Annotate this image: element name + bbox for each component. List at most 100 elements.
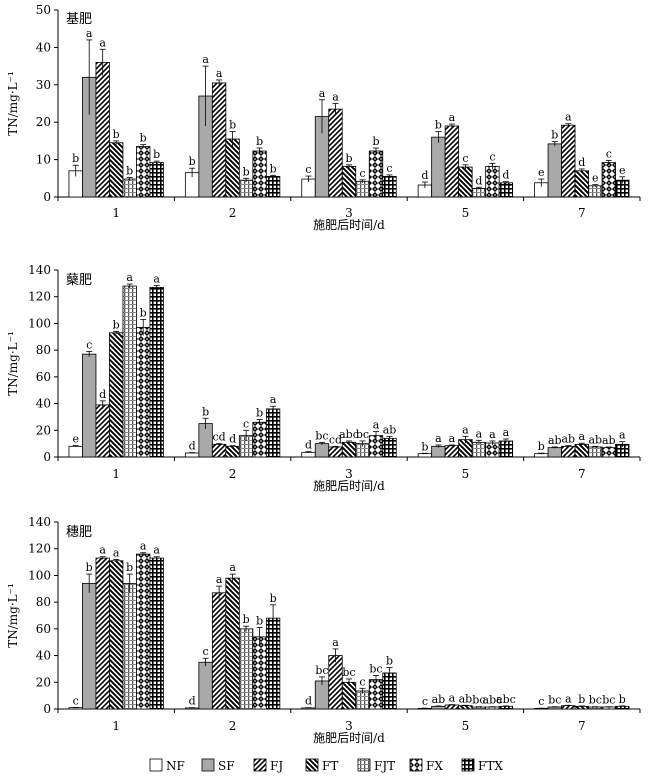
bar-sf bbox=[314, 680, 330, 710]
significance-label: c bbox=[359, 675, 365, 688]
bar-sf bbox=[547, 143, 562, 198]
significance-label: cd bbox=[212, 431, 225, 444]
legend-swatch-nf bbox=[149, 758, 163, 772]
significance-label: b bbox=[113, 318, 120, 331]
x-tick-label: 1 bbox=[112, 719, 120, 733]
significance-label: b bbox=[72, 152, 79, 165]
significance-label: d bbox=[421, 169, 428, 182]
significance-label: b bbox=[202, 405, 209, 418]
significance-label: b bbox=[153, 148, 160, 161]
significance-label: a bbox=[270, 393, 277, 406]
bar-ft bbox=[341, 165, 357, 198]
x-tick-label: 7 bbox=[578, 206, 586, 220]
bar-fx bbox=[252, 150, 267, 198]
significance-label: b bbox=[421, 440, 428, 453]
significance-label: bc bbox=[315, 429, 328, 442]
legend-swatch-fjt bbox=[357, 758, 371, 772]
legend-swatch-fj bbox=[253, 758, 267, 772]
significance-label: d bbox=[475, 174, 482, 187]
significance-label: a bbox=[216, 573, 223, 586]
bar-fx bbox=[252, 421, 267, 458]
y-tick-label: 60 bbox=[36, 370, 51, 384]
significance-label: c bbox=[606, 147, 612, 160]
x-tick-label: 1 bbox=[112, 467, 120, 481]
significance-label: a bbox=[449, 692, 456, 705]
legend-label-ft: FT bbox=[322, 759, 338, 773]
significance-label: e bbox=[72, 433, 79, 446]
bar-fjt bbox=[355, 180, 370, 198]
y-tick-label: 0 bbox=[43, 702, 51, 716]
significance-label: a bbox=[373, 419, 380, 432]
significance-label: a bbox=[435, 432, 442, 445]
y-tick-label: 40 bbox=[36, 397, 51, 411]
significance-label: ab bbox=[548, 434, 562, 447]
bar-fj bbox=[211, 592, 227, 710]
y-tick-label: 30 bbox=[36, 78, 51, 92]
bar-fx bbox=[136, 327, 151, 458]
panel-title: 蘖肥 bbox=[66, 273, 92, 288]
bar-ft bbox=[109, 560, 124, 710]
y-tick-label: 40 bbox=[36, 649, 51, 663]
bar-fj bbox=[561, 705, 576, 710]
significance-label: a bbox=[565, 111, 572, 124]
significance-label: ab bbox=[602, 434, 616, 447]
y-tick-label: 50 bbox=[36, 3, 51, 17]
significance-label: a bbox=[229, 561, 236, 574]
bar-fj bbox=[95, 61, 110, 198]
bar-fjt bbox=[238, 628, 254, 710]
significance-label: c bbox=[203, 645, 209, 658]
bar-fj bbox=[211, 443, 227, 458]
significance-label: e bbox=[592, 172, 599, 185]
bar-sf bbox=[314, 443, 330, 458]
bar-sf bbox=[82, 353, 97, 458]
legend-swatch-ft bbox=[305, 758, 319, 772]
bar-fjt bbox=[588, 706, 603, 710]
x-tick-label: 3 bbox=[345, 467, 353, 481]
bar-fjt bbox=[122, 285, 137, 458]
significance-label: b bbox=[126, 561, 133, 574]
significance-label: d bbox=[578, 156, 585, 169]
bar-ft bbox=[458, 705, 473, 710]
significance-label: ab bbox=[383, 423, 397, 436]
bar-ftx bbox=[498, 182, 514, 198]
x-axis-title: 施肥后时间/d bbox=[313, 479, 385, 493]
significance-label: ab bbox=[432, 693, 446, 706]
bar-ft bbox=[574, 170, 589, 198]
significance-label: b bbox=[270, 162, 277, 175]
bar-ft bbox=[225, 577, 240, 710]
significance-label: a bbox=[476, 427, 483, 440]
bar-sf bbox=[547, 447, 562, 458]
y-tick-label: 20 bbox=[36, 115, 51, 129]
y-tick-label: 0 bbox=[43, 190, 51, 204]
significance-label: a bbox=[449, 111, 456, 124]
significance-label: c bbox=[462, 152, 468, 165]
significance-label: bc bbox=[589, 694, 602, 707]
bar-fj bbox=[444, 704, 460, 710]
bar-fx bbox=[485, 165, 500, 198]
bar-fx bbox=[136, 146, 151, 198]
y-tick-label: 20 bbox=[36, 423, 51, 437]
y-axis-title: TN/mg·L⁻¹ bbox=[6, 71, 20, 136]
significance-label: c bbox=[359, 167, 365, 180]
y-tick-label: 40 bbox=[36, 40, 51, 54]
significance-label: a bbox=[565, 692, 572, 705]
significance-label: bc bbox=[548, 694, 561, 707]
y-tick-label: 120 bbox=[28, 290, 51, 304]
bar-ft bbox=[109, 332, 124, 458]
bar-ftx bbox=[382, 672, 397, 710]
bar-ft bbox=[109, 142, 124, 198]
x-axis-title: 施肥后时间/d bbox=[313, 731, 385, 745]
y-axis-title: TN/mg·L⁻¹ bbox=[6, 331, 20, 396]
bar-fj bbox=[444, 445, 460, 458]
significance-label: e bbox=[619, 164, 626, 177]
bar-ftx bbox=[498, 440, 514, 458]
significance-label: bc bbox=[602, 694, 615, 707]
bar-nf bbox=[417, 453, 433, 458]
significance-label: a bbox=[216, 67, 223, 80]
x-tick-label: 3 bbox=[345, 206, 353, 220]
significance-label: bc bbox=[472, 694, 485, 707]
x-tick-label: 5 bbox=[462, 206, 470, 220]
x-tick-label: 2 bbox=[229, 206, 237, 220]
bar-sf bbox=[198, 661, 213, 710]
